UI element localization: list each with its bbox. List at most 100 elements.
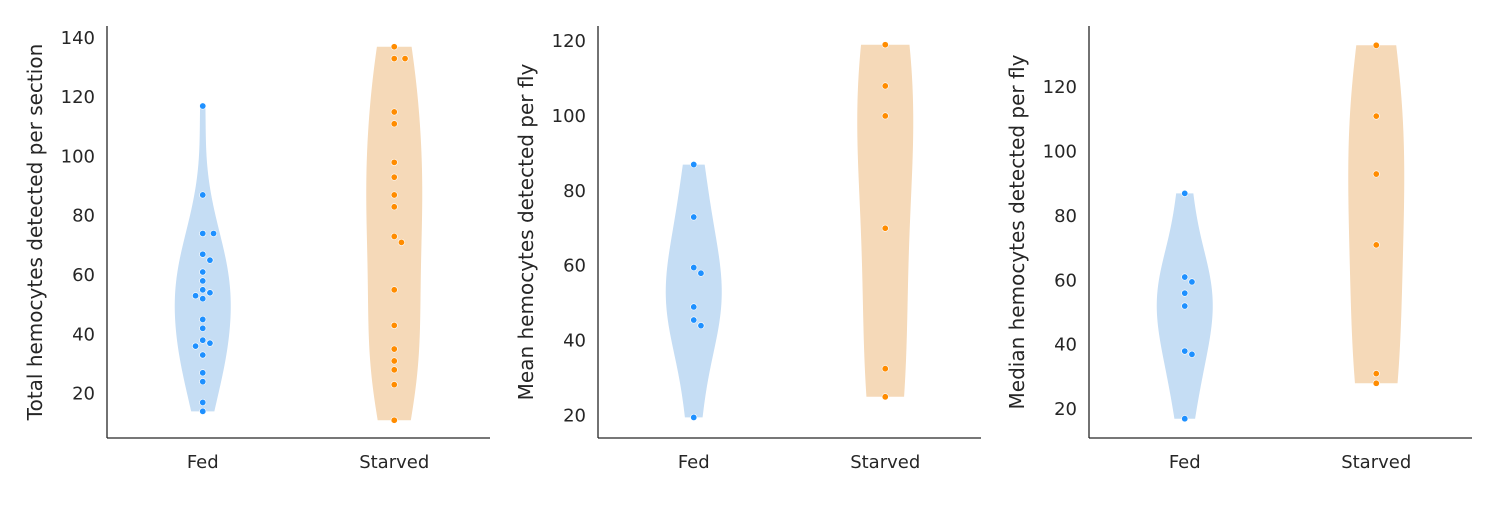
data-point-starved-15 [390,357,398,365]
data-point-fed-11 [192,292,200,300]
data-point-fed-17 [192,342,200,350]
y-tick-label: 120 [552,31,586,52]
data-point-starved-6 [390,158,398,166]
data-point-fed-3 [690,264,698,272]
x-tick-label-fed: Fed [1169,452,1201,473]
data-point-starved-5 [1372,370,1380,378]
y-axis-label: Median hemocytes detected per fly [1005,54,1029,409]
data-point-starved-8 [390,191,398,199]
data-point-starved-3 [881,112,889,120]
data-point-starved-5 [390,120,398,128]
data-point-fed-8 [690,413,698,421]
data-point-starved-3 [401,55,409,63]
x-tick-label-starved: Starved [850,452,920,473]
data-point-fed-5 [199,250,207,258]
x-tick-label-fed: Fed [678,452,710,473]
data-point-starved-17 [390,381,398,389]
data-point-starved-4 [1372,241,1380,249]
y-tick-label: 60 [72,265,95,286]
data-point-starved-2 [1372,112,1380,120]
data-point-starved-7 [390,173,398,181]
y-tick-label: 120 [61,87,95,108]
chart-panel-1: 20 40 60 80 100 120 140 Fed Starved Total hemocyt… [23,26,490,473]
data-point-starved-9 [390,203,398,211]
y-tick-label: 100 [552,106,586,127]
y-tick-label: 60 [1054,270,1077,291]
data-point-starved-10 [390,232,398,240]
data-point-fed-6 [690,316,698,324]
data-point-fed-22 [199,407,207,415]
data-point-fed-7 [199,268,207,276]
y-axis-label: Total hemocytes detected per section [23,44,47,421]
data-point-fed-2 [1181,273,1189,281]
data-point-fed-1 [199,102,207,110]
y-tick-label: 20 [1054,399,1077,420]
data-point-fed-2 [690,213,698,221]
y-tick-label: 40 [563,331,586,352]
data-point-starved-12 [390,286,398,294]
y-tick-label: 40 [1054,335,1077,356]
data-point-starved-5 [881,365,889,373]
x-tick-label-fed: Fed [187,452,219,473]
chart-panel-2: 20 40 60 80 100 120 Fed Starved Mean hemocytes d… [514,26,981,473]
data-point-starved-18 [390,416,398,424]
data-point-fed-9 [199,286,207,294]
y-tick-label: 80 [1054,206,1077,227]
data-point-starved-4 [881,224,889,232]
data-point-fed-7 [1188,350,1196,358]
data-point-starved-11 [397,238,405,246]
violin-fed [174,106,231,412]
data-point-starved-1 [881,41,889,49]
data-point-starved-16 [390,366,398,374]
data-point-starved-6 [1372,379,1380,387]
y-tick-label: 80 [72,206,95,227]
data-point-fed-15 [199,336,207,344]
data-point-starved-13 [390,321,398,329]
y-axis-label: Mean hemocytes detected per fly [514,64,538,401]
y-tick-label: 100 [1043,142,1077,163]
violin-starved [1348,45,1405,384]
data-point-fed-3 [1188,278,1196,286]
y-tick-label: 120 [1043,77,1077,98]
y-tick-label: 80 [563,181,586,202]
data-point-fed-4 [210,229,218,237]
data-point-fed-5 [690,303,698,311]
data-point-starved-4 [390,108,398,116]
data-point-fed-16 [206,339,214,347]
y-tick-label: 40 [72,324,95,345]
data-point-fed-1 [690,161,698,169]
data-point-fed-2 [199,191,207,199]
y-tick-label: 100 [61,146,95,167]
violin-starved [857,44,914,397]
data-point-fed-19 [199,369,207,377]
violin-fed [665,164,722,418]
data-point-starved-14 [390,345,398,353]
data-point-fed-21 [199,398,207,406]
data-point-starved-6 [881,393,889,401]
data-point-fed-4 [1181,289,1189,297]
data-point-fed-7 [697,322,705,330]
x-tick-label-starved: Starved [359,452,429,473]
data-point-fed-18 [199,351,207,359]
data-point-fed-8 [1181,415,1189,423]
data-point-fed-8 [199,277,207,285]
data-point-fed-1 [1181,189,1189,197]
data-point-fed-5 [1181,302,1189,310]
data-point-fed-14 [199,324,207,332]
data-point-starved-3 [1372,170,1380,178]
data-point-fed-13 [199,315,207,323]
data-point-fed-6 [206,256,214,264]
x-tick-label-starved: Starved [1341,452,1411,473]
y-tick-label: 60 [563,256,586,277]
y-tick-label: 20 [72,384,95,405]
data-point-fed-12 [199,295,207,303]
data-point-fed-10 [206,289,214,297]
chart-panel-3: 20 40 60 80 100 120 Fed Starved Median hemocytes… [1005,26,1472,473]
data-point-starved-1 [1372,41,1380,49]
data-point-fed-20 [199,378,207,386]
data-point-fed-6 [1181,347,1189,355]
y-tick-label: 20 [563,406,586,427]
data-point-starved-2 [881,82,889,90]
